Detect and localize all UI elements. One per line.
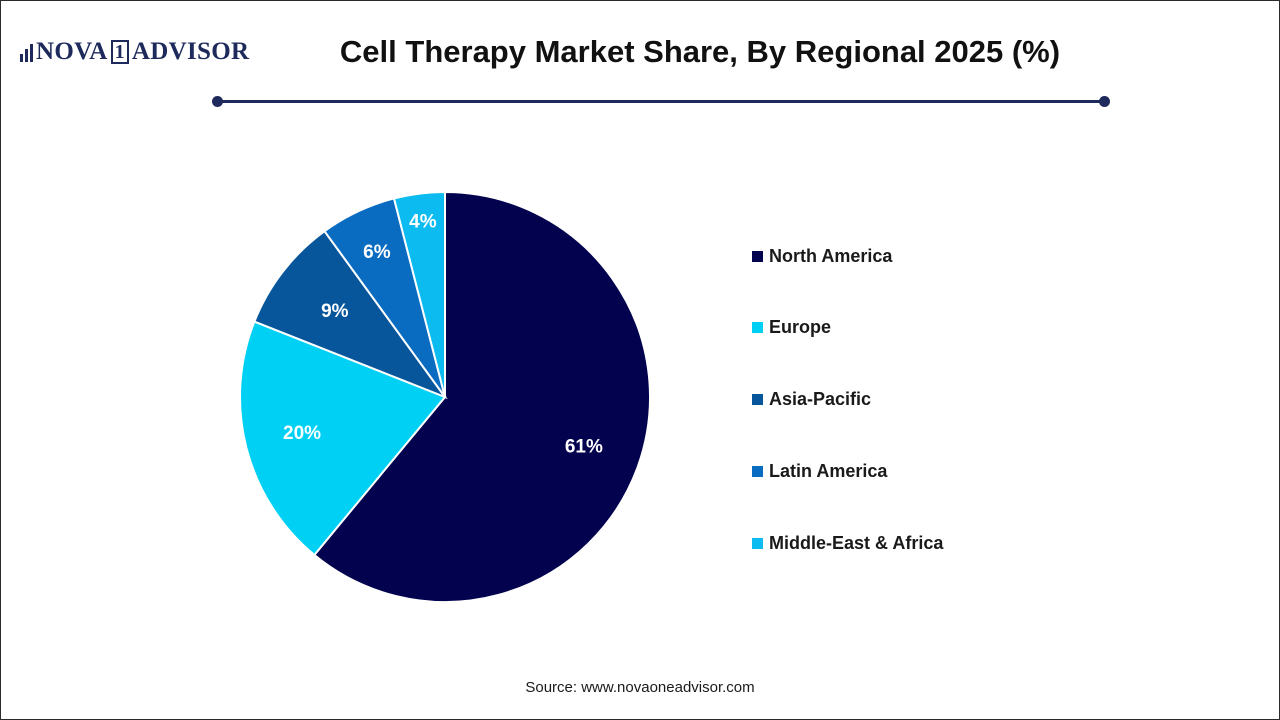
logo-text-part1: NOVA (36, 38, 108, 65)
pie-slice-asia-pacific (253, 229, 448, 400)
legend-swatch (752, 537, 763, 549)
logo-bars-icon (20, 42, 33, 62)
pie-slice-europe (239, 320, 447, 557)
brand-logo: NOVA 1 ADVISOR (20, 38, 249, 66)
legend-swatch (752, 394, 763, 406)
divider-dot-right (1099, 96, 1110, 107)
pie-label-asia-pacific: 9% (321, 301, 349, 322)
legend-item-middle-east-africa: Middle-East & Africa (752, 530, 943, 556)
source-note: Source: www.novaoneadvisor.com (525, 679, 755, 696)
legend-item-europe: Europe (752, 315, 943, 341)
title-divider (212, 95, 1110, 107)
legend-swatch (752, 250, 763, 262)
pie-chart: 61% 20% 9% 6% 4% (239, 190, 651, 603)
pie-label-middle-east-africa: 4% (409, 212, 437, 233)
pie-label-europe: 20% (283, 423, 321, 444)
legend-item-latin-america: Latin America (752, 458, 943, 484)
pie-slice-middle-east-africa (392, 190, 446, 398)
pie-label-latin-america: 6% (363, 242, 391, 263)
divider-dot-left (212, 96, 223, 107)
legend-swatch (752, 322, 763, 334)
legend-label: Europe (769, 317, 832, 338)
legend-label: Middle-East & Africa (769, 532, 944, 553)
legend-item-asia-pacific: Asia-Pacific (752, 387, 943, 413)
legend-item-north-america: North America (752, 243, 943, 269)
pie-slice-north-america (312, 190, 651, 603)
chart-title: Cell Therapy Market Share, By Regional 2… (339, 34, 1061, 69)
legend-label: Asia-Pacific (769, 389, 872, 410)
logo-text-one: 1 (110, 40, 129, 64)
legend-swatch (752, 465, 763, 477)
legend-label: North America (769, 245, 893, 266)
chart-legend: North America Europe Asia-Pacific Latin … (752, 243, 943, 602)
logo-text-part2: ADVISOR (131, 38, 250, 65)
pie-label-north-america: 61% (565, 436, 603, 457)
legend-label: Latin America (769, 460, 888, 481)
